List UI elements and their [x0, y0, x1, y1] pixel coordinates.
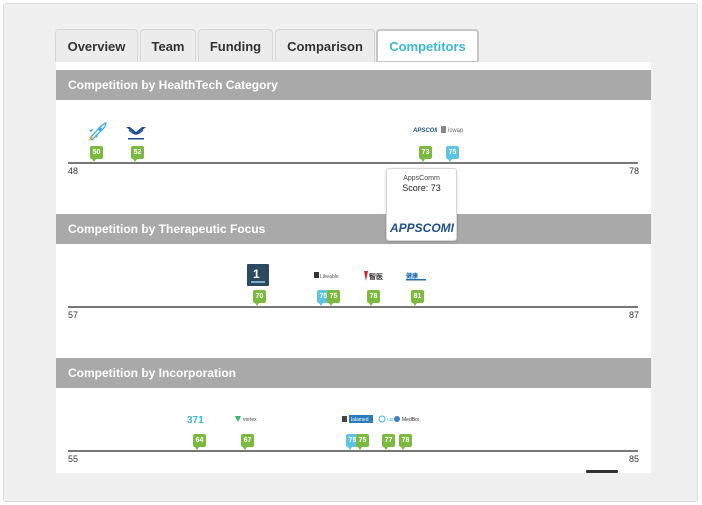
svg-text:健康: 健康 [406, 272, 419, 280]
axis-min-label: 57 [68, 310, 79, 320]
score-marker[interactable]: 75 [446, 146, 459, 162]
section-incorporation: Competition by Incorporation 371 vortex … [56, 350, 651, 473]
cn-health-logo[interactable]: 健康 [406, 270, 428, 282]
one-drug-logo[interactable]: 1 [247, 264, 269, 286]
axis-max-label: 85 [629, 454, 640, 464]
svg-text:Likeable: Likeable [320, 274, 339, 280]
section-title: Competition by Incorporation [56, 358, 651, 388]
score-marker[interactable]: 75 [327, 290, 340, 306]
section-therapeutic-focus: Competition by Therapeutic Focus 1 Likea… [56, 206, 651, 350]
svg-text:MedBox: MedBox [402, 417, 419, 423]
score-marker[interactable]: 75 [356, 434, 369, 450]
likeable-logo[interactable]: Likeable [314, 270, 344, 280]
score-marker[interactable]: 73 [419, 146, 432, 162]
section-healthtech-category: Competition by HealthTech Category APSCO… [56, 62, 651, 241]
axis-min-label: 48 [68, 166, 79, 176]
svg-text:lalamed: lalamed [351, 417, 369, 423]
scroll-indicator[interactable] [586, 470, 618, 473]
score-marker[interactable]: 75 [346, 434, 359, 450]
axis-max-label: 78 [629, 166, 640, 176]
score-marker[interactable]: 70 [253, 290, 266, 306]
tab-overview[interactable]: Overview [55, 29, 138, 62]
score-marker[interactable]: 67 [241, 434, 254, 450]
svg-text:1: 1 [253, 267, 260, 281]
svg-text:智医: 智医 [369, 272, 383, 281]
score-marker[interactable]: 64 [193, 434, 206, 450]
lalamed-logo[interactable]: lalamed [342, 414, 374, 424]
svg-text:APPSCOMM: APPSCOMM [389, 221, 454, 235]
axis-line [68, 306, 638, 308]
appscomm-logo[interactable]: APSCOM [413, 125, 437, 135]
svg-text:371: 371 [187, 415, 204, 425]
tab-team[interactable]: Team [140, 29, 196, 62]
iswap-logo[interactable]: iswap [441, 125, 465, 135]
svg-text:iswap: iswap [448, 128, 464, 134]
tooltip-company-name: AppsComm [403, 175, 440, 182]
axis-line [68, 450, 638, 452]
vortex-logo[interactable]: vortex [234, 414, 260, 424]
svg-text:vortex: vortex [243, 417, 257, 423]
score-marker[interactable]: 78 [399, 434, 412, 450]
zhiyi-logo[interactable]: 智医 [362, 270, 384, 282]
score-marker[interactable]: 75 [317, 290, 330, 306]
svg-text:care: care [387, 417, 397, 423]
tooltip-score: Score: 73 [402, 183, 441, 193]
competitors-panel: Competition by HealthTech Category APSCO… [56, 62, 651, 473]
svg-text:APSCOM: APSCOM [413, 128, 437, 134]
care-logo[interactable]: care [378, 414, 400, 424]
axis-line [68, 162, 638, 164]
rocket-icon[interactable] [83, 120, 109, 144]
score-marker[interactable]: 81 [411, 290, 424, 306]
motorfit-logo[interactable] [124, 124, 148, 142]
score-marker[interactable]: 77 [382, 434, 395, 450]
axis-min-label: 55 [68, 454, 79, 464]
tab-comparison[interactable]: Comparison [275, 29, 375, 62]
score-marker[interactable]: 50 [90, 146, 103, 162]
tab-funding[interactable]: Funding [198, 29, 273, 62]
medbox-logo[interactable]: MedBox [393, 414, 419, 424]
score-marker[interactable]: 78 [367, 290, 380, 306]
section-title: Competition by HealthTech Category [56, 70, 651, 100]
axis-max-label: 87 [629, 310, 640, 320]
a371-logo[interactable]: 371 [187, 413, 209, 425]
tab-competitors[interactable]: Competitors [376, 29, 479, 63]
score-marker[interactable]: 52 [131, 146, 144, 162]
score-tooltip: AppsComm Score: 73 APPSCOMM [386, 168, 462, 241]
appscomm-logo: APPSCOMM [389, 219, 462, 235]
section-title: Competition by Therapeutic Focus [56, 214, 651, 244]
